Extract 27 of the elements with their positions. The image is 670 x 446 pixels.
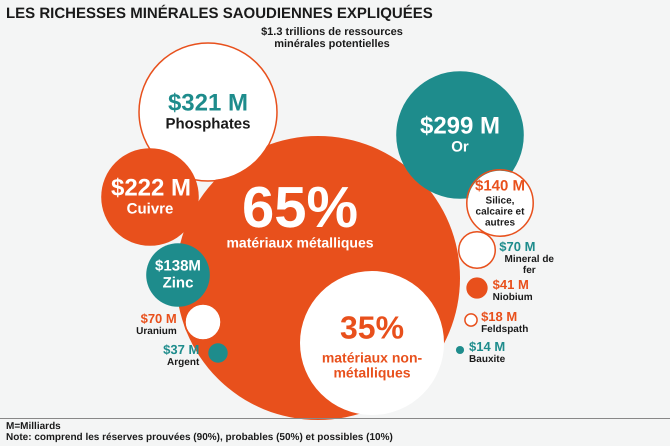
data-label: $299 M (418, 112, 502, 140)
data-label: $18 M (481, 309, 518, 324)
category-label: Argent (166, 357, 200, 368)
category-label: Niobium (492, 292, 533, 304)
data-label: $41 M (492, 277, 530, 292)
text: M=Milliards (6, 421, 61, 432)
category-label: Uranium (136, 326, 177, 338)
category-label: Feldspath (481, 324, 528, 336)
text: $1.3 trillions de ressources minérales potentielles (260, 26, 404, 50)
category-label: Bauxite (469, 354, 506, 366)
category-label: Zinc (162, 274, 194, 292)
category-label: Phosphates (164, 116, 252, 134)
category-label: Or (450, 138, 470, 156)
category-label: Silice, calcaire et autres (474, 194, 526, 228)
category-label: Cuivre (126, 200, 174, 218)
data-label: $140 M (474, 177, 526, 195)
text: 35% (340, 309, 404, 346)
text: LES RICHESSES MINÉRALES SAOUDIENNES EXPLIQUÉES (6, 5, 433, 22)
data-label: $70 M (499, 239, 536, 254)
data-label: $14 M (469, 339, 506, 354)
data-label: $222 M (110, 174, 192, 202)
data-label: $321 M (166, 90, 250, 117)
data-label: $138M (154, 258, 202, 275)
text: Note: comprend les réserves prouvées (90%), probables (50%) et possibles (10%) (6, 432, 393, 443)
data-label: $70 M (140, 311, 177, 326)
category-label: Mineral de fer (504, 254, 555, 276)
text: matériaux non-métalliques (320, 350, 424, 382)
